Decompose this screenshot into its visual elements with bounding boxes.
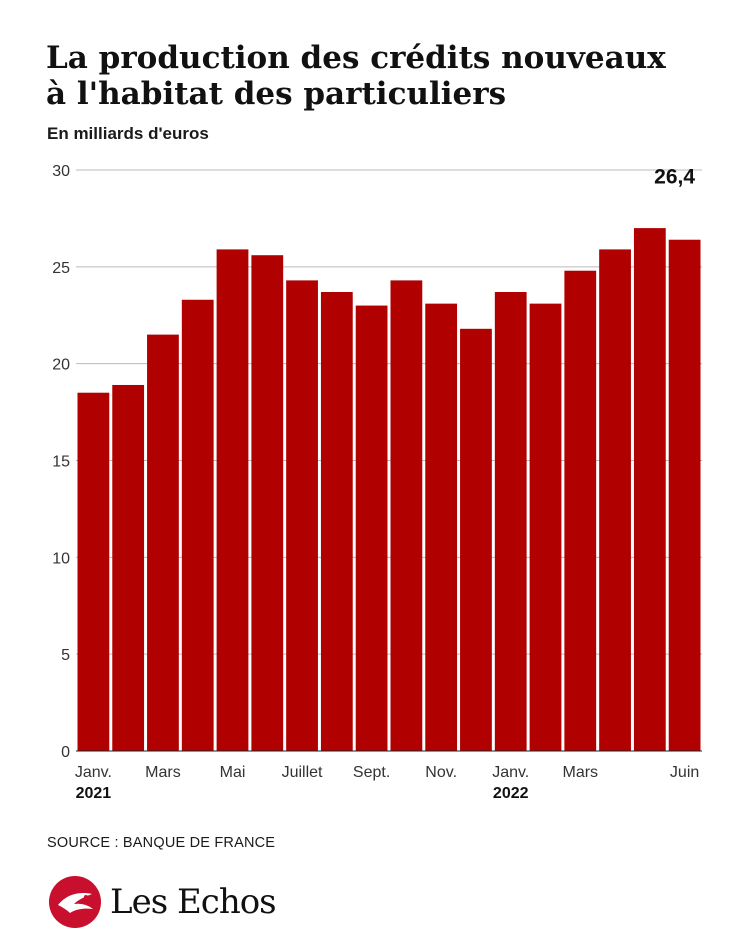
y-tick-label: 20 [52,357,70,374]
bar [320,292,353,751]
bar [251,255,284,752]
chart-unit-label: En milliards d'euros [47,124,209,143]
les-echos-logo: Les Echos [48,875,277,929]
x-tick-label: Juin [670,764,699,781]
bar [494,292,527,751]
chart-title-line-2: à l'habitat des particuliers [46,76,507,112]
bar [147,334,179,751]
bar [181,299,214,751]
bar [355,305,388,751]
x-tick-label: Janv. [75,764,112,781]
bar [286,280,318,751]
y-tick-label: 15 [52,454,70,471]
bar [529,303,562,751]
x-tick-label: Nov. [425,764,457,781]
x-year-label: 2022 [493,785,529,802]
y-tick-label: 0 [61,744,70,761]
x-tick-label: Janv. [492,764,529,781]
x-tick-label: Mai [220,764,246,781]
x-tick-label: Mars [562,764,598,781]
bar [112,384,145,751]
bar [668,239,701,751]
bar [77,392,110,751]
logo-wordmark: Les Echos [110,882,277,922]
x-tick-label: Juillet [282,764,323,781]
bar [390,280,423,751]
bar [599,249,631,752]
y-tick-label: 10 [52,550,70,567]
bar [216,249,249,752]
bar [633,228,666,752]
x-tick-label: Sept. [353,764,390,781]
chart-title: La production des crédits nouveaux à l'h… [46,40,726,112]
y-tick-label: 5 [61,647,70,664]
y-tick-label: 25 [52,260,70,277]
data-label: 26,4 [654,166,695,189]
bar [460,328,492,751]
bar [425,303,458,751]
y-tick-label: 30 [52,163,70,180]
source-note: SOURCE : BANQUE DE FRANCE [47,835,276,851]
x-year-label: 2021 [76,785,112,802]
bar [564,270,597,751]
chart-title-line-1: La production des crédits nouveaux [46,40,666,76]
les-echos-emblem-icon [49,876,101,928]
x-tick-label: Mars [145,764,181,781]
